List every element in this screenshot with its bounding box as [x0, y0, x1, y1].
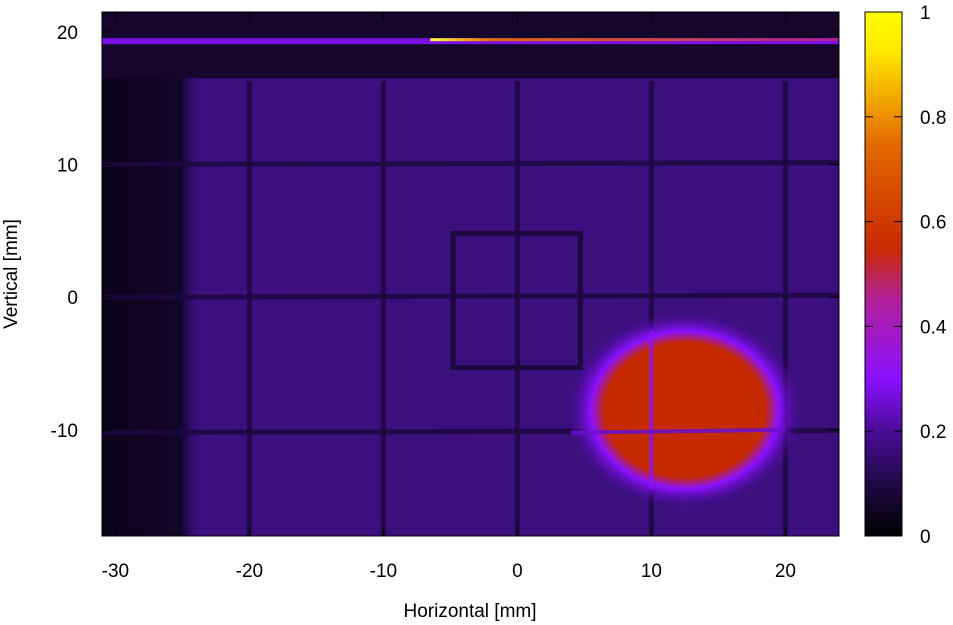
y-axis-label: Vertical [mm]	[1, 219, 22, 329]
colorbar-tick-label: 0.4	[920, 317, 947, 338]
y-tick-label: 20	[57, 23, 78, 44]
y-tick-label: -10	[51, 421, 78, 442]
y-tick-label: 10	[57, 156, 78, 177]
spot-horizontal-wire	[570, 427, 786, 435]
colorbar-tick-label: 0.6	[920, 213, 946, 234]
x-tick-label: 0	[512, 561, 523, 582]
heatmap-image	[102, 12, 839, 536]
plot-frame	[101, 11, 840, 537]
horizontal-grid-shadow	[102, 160, 839, 168]
x-tick-label: -10	[370, 561, 397, 582]
dark-left-band	[102, 12, 202, 536]
horizontal-grid-shadow	[102, 292, 839, 300]
top-bright-line	[430, 38, 839, 42]
square-outline	[450, 231, 583, 371]
dark-top-region	[102, 12, 839, 79]
x-axis-label: Horizontal [mm]	[403, 601, 536, 622]
colorbar-tick-label: 0.2	[920, 422, 946, 443]
x-tick-label: -20	[236, 561, 263, 582]
x-tick-label: 10	[641, 561, 662, 582]
y-tick-label: 0	[67, 288, 78, 309]
plot-axes: -30 -20 -10 0 10 20 -10 0 10 20	[51, 11, 840, 582]
colorbar-tick-label: 0.8	[920, 108, 946, 129]
x-tick-label: -30	[102, 561, 129, 582]
colorbar-tick-label: 0	[920, 527, 931, 548]
colorbar-tick-label: 1	[920, 3, 931, 24]
x-tick-label: 20	[775, 561, 796, 582]
beam-spot	[567, 311, 803, 509]
colorbar-gradient	[864, 11, 903, 537]
colorbar: 0 0.2 0.4 0.6 0.8 1	[864, 3, 947, 548]
